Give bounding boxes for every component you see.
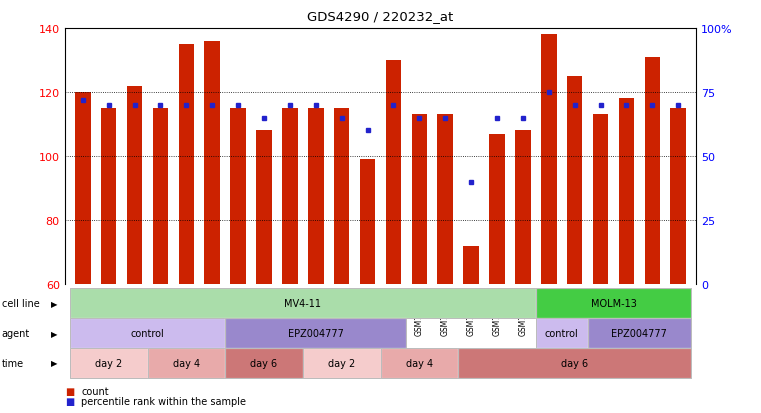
Bar: [256, 131, 272, 285]
Text: control: control: [131, 328, 164, 338]
Bar: [179, 45, 194, 285]
Bar: [438, 115, 453, 285]
Bar: [567, 77, 582, 285]
Bar: [75, 93, 91, 285]
Bar: [282, 109, 298, 285]
Text: MV4-11: MV4-11: [285, 299, 321, 309]
Bar: [619, 99, 634, 285]
Bar: [153, 109, 168, 285]
Text: percentile rank within the sample: percentile rank within the sample: [81, 396, 247, 406]
Text: day 4: day 4: [173, 358, 200, 368]
Bar: [127, 86, 142, 285]
Bar: [412, 115, 427, 285]
Text: day 6: day 6: [561, 358, 588, 368]
Text: ▶: ▶: [51, 329, 58, 338]
Text: time: time: [2, 358, 24, 368]
Text: day 6: day 6: [250, 358, 278, 368]
Bar: [593, 115, 608, 285]
Text: MOLM-13: MOLM-13: [591, 299, 636, 309]
Text: day 2: day 2: [95, 358, 123, 368]
Text: GDS4290 / 220232_at: GDS4290 / 220232_at: [307, 10, 454, 23]
Text: agent: agent: [2, 328, 30, 338]
Bar: [386, 61, 401, 285]
Bar: [308, 109, 323, 285]
Text: control: control: [545, 328, 578, 338]
Text: EPZ004777: EPZ004777: [288, 328, 344, 338]
Bar: [645, 58, 660, 285]
Text: cell line: cell line: [2, 299, 40, 309]
Bar: [541, 35, 556, 285]
Text: count: count: [81, 386, 109, 396]
Bar: [101, 109, 116, 285]
Text: ▶: ▶: [51, 299, 58, 308]
Text: day 4: day 4: [406, 358, 433, 368]
Text: EPZ004777: EPZ004777: [611, 328, 667, 338]
Text: ■: ■: [65, 396, 74, 406]
Bar: [670, 109, 686, 285]
Bar: [515, 131, 530, 285]
Text: ■: ■: [65, 386, 74, 396]
Bar: [205, 42, 220, 285]
Bar: [360, 160, 375, 285]
Bar: [334, 109, 349, 285]
Bar: [231, 109, 246, 285]
Bar: [463, 246, 479, 285]
Text: ▶: ▶: [51, 358, 58, 368]
Text: day 2: day 2: [328, 358, 355, 368]
Bar: [489, 134, 505, 285]
